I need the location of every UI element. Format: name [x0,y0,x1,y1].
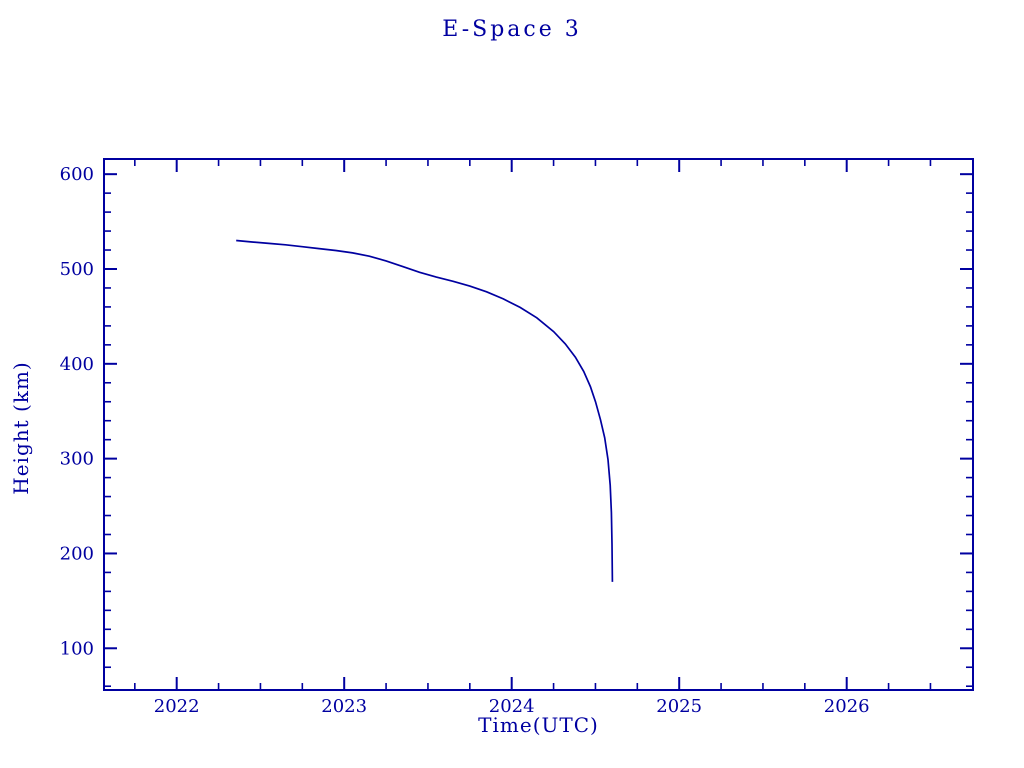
x-tick-labels: 2022 2023 2024 2025 2026 [154,696,870,717]
y-axis-ticks [104,173,973,650]
svg-text:100: 100 [60,638,94,659]
svg-text:2025: 2025 [656,696,702,717]
svg-text:2023: 2023 [321,696,367,717]
svg-text:500: 500 [60,259,94,280]
y-axis-minor-ticks [104,192,973,688]
svg-text:2022: 2022 [154,696,200,717]
y-tick-labels: 100 200 300 400 500 600 [60,164,94,659]
x-axis-label: Time(UTC) [478,713,599,737]
svg-text:2024: 2024 [489,696,535,717]
svg-text:200: 200 [60,543,94,564]
plot-frame [103,158,974,691]
chart-title: E-Space 3 [442,17,582,42]
x-axis-minor-ticks [134,159,932,690]
svg-text:300: 300 [60,449,94,470]
x-axis-ticks [175,159,848,690]
svg-text:400: 400 [60,354,94,375]
height-decay-line [236,239,614,582]
svg-text:600: 600 [60,164,94,185]
svg-text:2026: 2026 [824,696,870,717]
